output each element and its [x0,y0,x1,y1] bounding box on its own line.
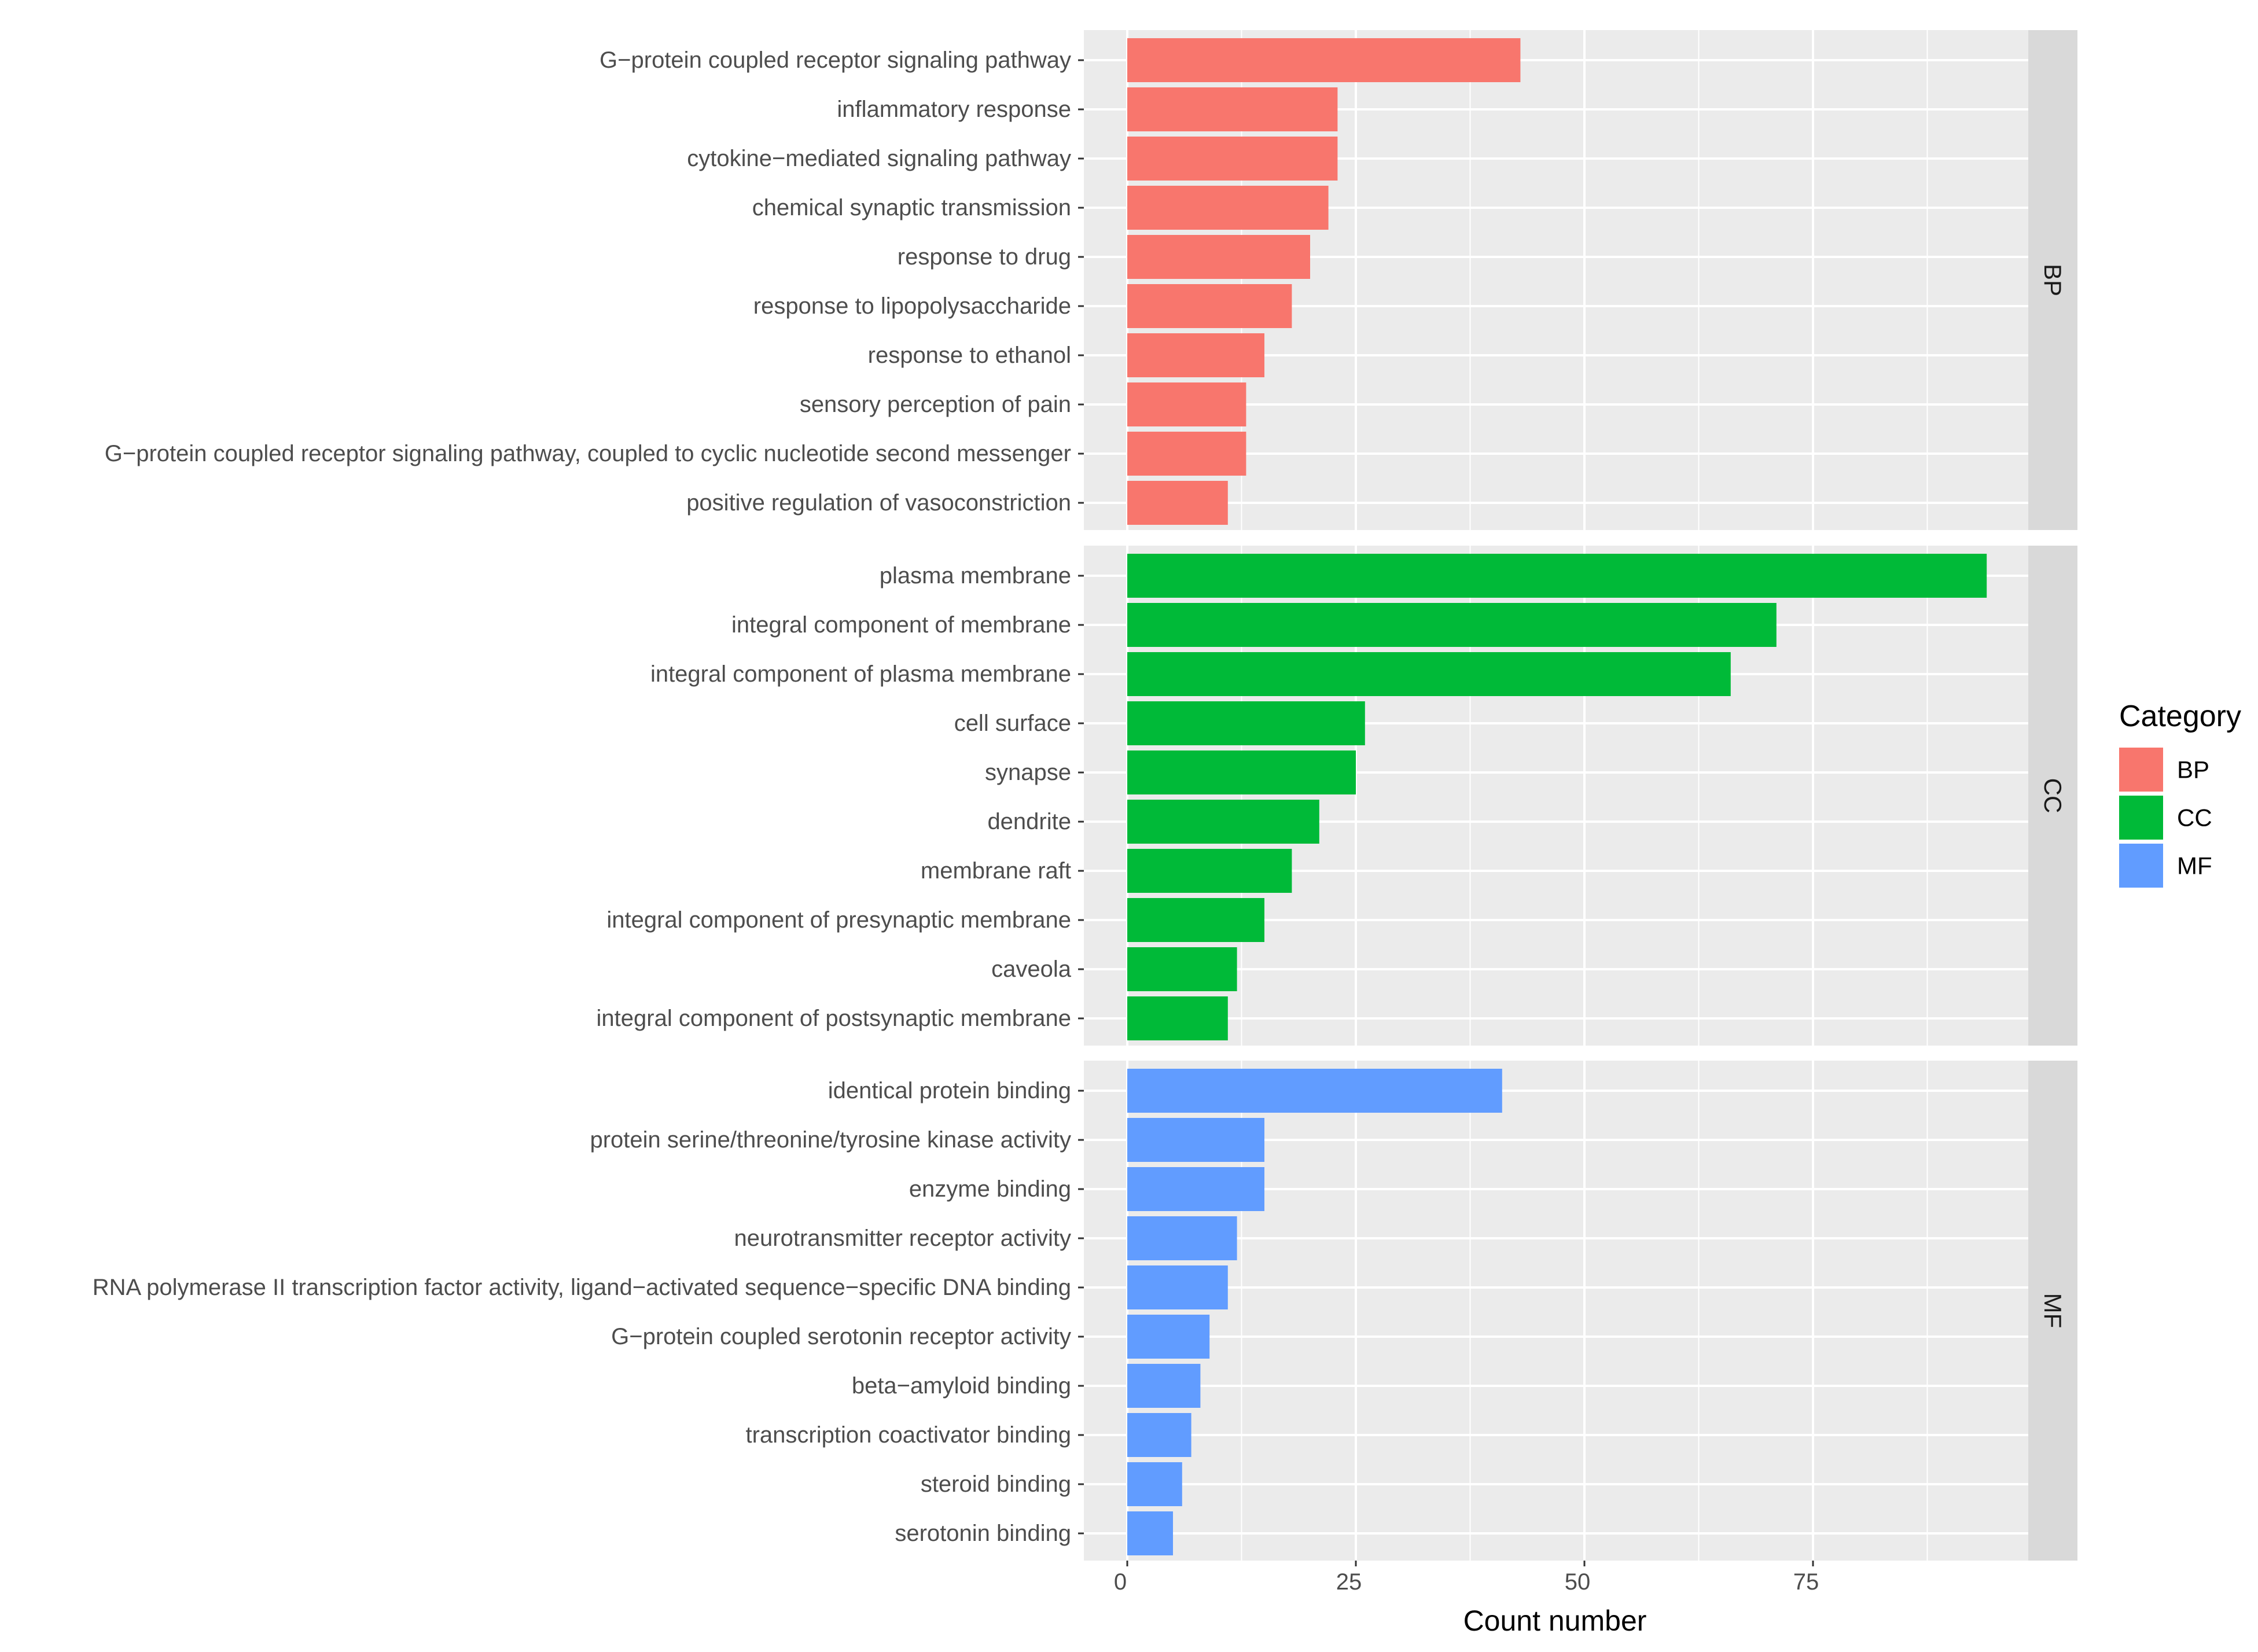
category-label: RNA polymerase II transcription factor a… [93,1275,1071,1300]
legend-key-cc [2119,796,2163,840]
x-axis: 0 25 50 75 [1114,1561,1819,1595]
bar-bp-2 [1127,87,1338,131]
bar-cc-1 [1127,554,1987,598]
bar-bp-5 [1127,235,1310,279]
bar-cc-8 [1127,898,1264,942]
category-label: transcription coactivator binding [745,1422,1071,1448]
legend-label: BP [2177,756,2209,783]
category-label: beta−amyloid binding [852,1373,1071,1399]
bar-mf-3 [1127,1167,1264,1211]
category-label: response to drug [898,244,1071,270]
category-label: inflammatory response [837,97,1071,122]
category-label: steroid binding [921,1471,1071,1497]
x-tick-label: 75 [1793,1569,1819,1595]
bar-mf-4 [1127,1216,1237,1260]
bar-bp-7 [1127,333,1264,377]
category-label: cell surface [954,711,1071,736]
legend-label: MF [2177,852,2212,880]
bar-bp-1 [1127,38,1521,82]
bar-mf-5 [1127,1265,1228,1309]
bar-cc-7 [1127,849,1292,893]
bar-mf-7 [1127,1364,1201,1408]
category-label: integral component of presynaptic membra… [606,907,1071,933]
bar-bp-9 [1127,432,1246,476]
facet-cc: plasma membrane integral component of mem… [597,546,2077,1046]
bar-bp-3 [1127,137,1338,181]
legend-key-mf [2119,844,2163,888]
bar-cc-5 [1127,750,1356,794]
category-label: positive regulation of vasoconstriction [686,490,1071,516]
facet-strip [2028,1061,2077,1561]
x-axis-title: Count number [1463,1605,1647,1637]
bar-mf-9 [1127,1462,1182,1506]
legend-key-bp [2119,748,2163,792]
legend-label: CC [2177,804,2212,831]
category-label: membrane raft [921,858,1071,884]
facet-panels: G−protein coupled receptor signaling pat… [93,30,2077,1561]
category-label: response to lipopolysaccharide [753,293,1071,319]
facet-bp: G−protein coupled receptor signaling pat… [105,30,2077,530]
legend-title: Category [2119,700,2241,733]
category-label: identical protein binding [828,1078,1071,1103]
facet-strip-label: CC [2039,778,2066,814]
bar-cc-4 [1127,701,1365,745]
category-label: dendrite [987,809,1071,834]
category-label: G−protein coupled serotonin receptor act… [611,1324,1071,1349]
category-label: G−protein coupled receptor signaling pat… [600,47,1071,73]
category-label: protein serine/threonine/tyrosine kinase… [590,1127,1071,1153]
facet-strip [2028,546,2077,1046]
facet-strip [2028,30,2077,530]
bar-mf-6 [1127,1315,1210,1359]
bar-mf-10 [1127,1511,1173,1555]
category-label: plasma membrane [880,563,1071,588]
bar-cc-6 [1127,800,1319,844]
category-label: serotonin binding [895,1521,1071,1546]
category-label: G−protein coupled receptor signaling pat… [105,441,1071,466]
bar-bp-8 [1127,382,1246,426]
x-tick-label: 25 [1336,1569,1362,1595]
category-label: integral component of plasma membrane [650,661,1071,687]
category-label: integral component of membrane [731,612,1071,638]
category-label: caveola [991,956,1072,982]
facet-mf: identical protein binding protein serine/… [93,1061,2077,1561]
facet-strip-label: BP [2039,264,2066,296]
facet-strip-label: MF [2039,1293,2066,1329]
bar-cc-3 [1127,652,1731,696]
bar-mf-8 [1127,1413,1191,1457]
x-tick-label: 50 [1565,1569,1591,1595]
category-label: sensory perception of pain [800,392,1071,417]
category-label: response to ethanol [868,343,1071,368]
category-label: integral component of postsynaptic membr… [597,1006,1071,1031]
legend: Category BP CC MF [2119,700,2241,888]
x-tick-label: 0 [1114,1569,1127,1595]
bar-bp-6 [1127,284,1292,328]
bar-cc-2 [1127,603,1777,647]
category-label: synapse [985,760,1071,785]
category-label: chemical synaptic transmission [752,195,1071,220]
bar-cc-9 [1127,947,1237,991]
bar-mf-2 [1127,1118,1264,1162]
bar-bp-4 [1127,186,1329,230]
bar-mf-1 [1127,1069,1502,1113]
bar-bp-10 [1127,481,1228,525]
bar-cc-10 [1127,996,1228,1040]
category-label: enzyme binding [909,1176,1071,1202]
category-label: cytokine−mediated signaling pathway [687,146,1071,171]
category-label: neurotransmitter receptor activity [734,1226,1071,1251]
